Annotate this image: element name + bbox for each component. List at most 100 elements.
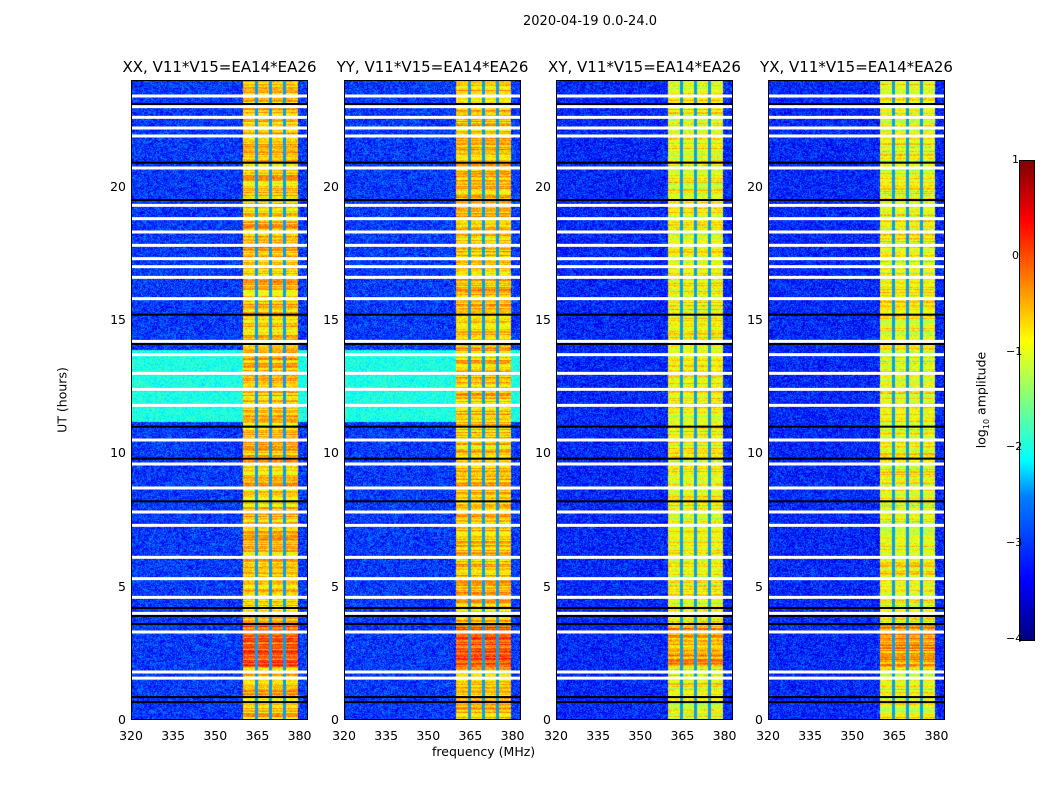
flagged-row-white xyxy=(768,486,945,490)
flagged-row-white xyxy=(556,257,733,261)
flagged-row-white xyxy=(768,339,945,343)
flagged-row-white xyxy=(344,523,521,527)
flagged-row-white xyxy=(768,371,945,375)
y-tick-label: 5 xyxy=(543,578,551,594)
x-tick-label: 365 xyxy=(882,728,907,743)
flagged-row-black xyxy=(131,696,308,699)
flagged-row-black xyxy=(768,199,945,201)
flagged-row-white xyxy=(131,353,308,357)
y-tick-label: 5 xyxy=(118,578,126,594)
flagged-row-white xyxy=(556,438,733,442)
flagged-row-white xyxy=(768,217,945,221)
flagged-row-white xyxy=(768,577,945,581)
y-axis-label: UT (hours) xyxy=(54,367,70,433)
y-tick-label: 20 xyxy=(323,178,339,194)
flagged-row-white xyxy=(344,94,521,98)
flagged-row-white xyxy=(344,438,521,442)
flagged-row-black xyxy=(131,161,308,164)
flagged-row-white xyxy=(131,523,308,527)
x-tick-label: 365 xyxy=(670,728,695,743)
flagged-row-white xyxy=(768,630,945,634)
flagged-row-white xyxy=(556,510,733,514)
flagged-row-white xyxy=(768,353,945,357)
flagged-row-black xyxy=(768,161,945,164)
x-tick-label: 350 xyxy=(203,728,228,743)
flagged-row-white xyxy=(556,523,733,527)
flagged-row-white xyxy=(131,611,308,615)
figure-title: 2020-04-19 0.0-24.0 xyxy=(523,14,657,29)
flagged-row-black xyxy=(131,313,308,316)
flagged-row-white xyxy=(556,630,733,634)
flagged-row-white xyxy=(768,510,945,514)
flagged-row-white xyxy=(131,339,308,343)
colorbar-tick-label: 0 xyxy=(1012,248,1019,262)
panel-title: YY, V11*V15=EA14*EA26 xyxy=(336,58,529,76)
flagged-row-white xyxy=(768,257,945,261)
flagged-row-white xyxy=(344,297,521,301)
flagged-row-white xyxy=(131,230,308,234)
flagged-row-white xyxy=(556,94,733,98)
flagged-row-black xyxy=(131,199,308,201)
flagged-row-black xyxy=(556,103,733,105)
flagged-row-white xyxy=(344,577,521,581)
y-tick-label: 10 xyxy=(110,445,126,461)
flagged-row-black xyxy=(344,457,521,460)
flagged-row-black xyxy=(768,457,945,460)
colorbar-tick-label: −3 xyxy=(1006,536,1023,550)
x-tick-label: 335 xyxy=(798,728,823,743)
flagged-row-black xyxy=(556,615,733,617)
flagged-row-white xyxy=(556,611,733,615)
flagged-row-white xyxy=(556,265,733,269)
panel-title: YX, V11*V15=EA14*EA26 xyxy=(760,58,953,76)
flagged-row-white xyxy=(556,387,733,391)
x-tick-label: 380 xyxy=(500,728,525,743)
flagged-row-white xyxy=(344,203,521,207)
flagged-row-white xyxy=(768,403,945,407)
flagged-row-white xyxy=(768,203,945,207)
flagged-row-white xyxy=(344,126,521,130)
flag-overlay xyxy=(131,94,308,704)
flagged-row-black xyxy=(131,457,308,460)
y-tick-label: 20 xyxy=(747,178,763,194)
x-tick-label: 320 xyxy=(756,728,780,743)
flagged-row-black xyxy=(556,343,733,345)
x-tick-label: 320 xyxy=(119,728,143,743)
flagged-row-white xyxy=(768,462,945,466)
flagged-row-white xyxy=(131,275,308,279)
flagged-row-white xyxy=(344,611,521,615)
axes-frame xyxy=(344,80,521,720)
flagged-row-white xyxy=(556,243,733,247)
flagged-row-black xyxy=(131,701,308,704)
flagged-row-black xyxy=(131,500,308,503)
axes-frame xyxy=(131,80,308,720)
flagged-row-black xyxy=(344,425,521,428)
panel-xy: XY, V11*V15=EA14*EA26 0 5 10 15 20 320 335 350 36… xyxy=(535,58,741,743)
colorbar-tick-label: −4 xyxy=(1006,632,1023,645)
flagged-row-white xyxy=(344,555,521,559)
flagged-row-white xyxy=(556,230,733,234)
flagged-row-white xyxy=(131,438,308,442)
y-tick-label: 20 xyxy=(535,178,551,194)
flagged-row-white xyxy=(344,486,521,490)
x-tick-label: 320 xyxy=(332,728,356,743)
flagged-row-white xyxy=(344,595,521,599)
flagged-row-black xyxy=(768,343,945,345)
flagged-row-black xyxy=(768,696,945,699)
flagged-row-white xyxy=(556,166,733,170)
flagged-row-black xyxy=(131,607,308,609)
flagged-row-white xyxy=(344,275,521,279)
flagged-row-white xyxy=(556,555,733,559)
axes-frame xyxy=(768,80,945,720)
flagged-row-black xyxy=(768,701,945,704)
flagged-row-white xyxy=(556,371,733,375)
x-tick-label: 320 xyxy=(544,728,568,743)
flagged-row-white xyxy=(556,577,733,581)
flagged-row-black xyxy=(131,425,308,428)
flagged-row-white xyxy=(344,339,521,343)
flagged-row-black xyxy=(768,607,945,609)
x-tick-label: 335 xyxy=(586,728,611,743)
flagged-row-white xyxy=(768,126,945,130)
flagged-row-white xyxy=(344,676,521,680)
flagged-row-white xyxy=(556,217,733,221)
flag-overlay xyxy=(556,94,733,704)
